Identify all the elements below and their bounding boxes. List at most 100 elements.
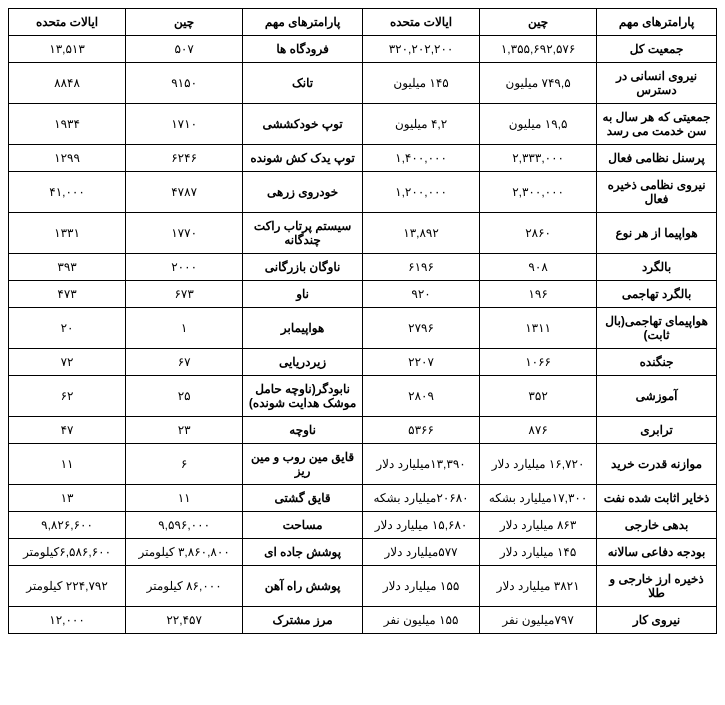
table-row: موازنه قدرت خرید۱۶,۷۲۰ میلیارد دلار۱۳,۳۹… [9,444,717,485]
china-cell: ۹۰۸ [480,254,597,281]
usa-cell: ۱۳,۸۹۲ [363,213,480,254]
china-cell: ۲۲,۴۵۷ [126,607,243,634]
usa-cell: ۴۷۳ [9,281,126,308]
param-cell: جمعیت کل [597,36,717,63]
usa-cell: ۲۲۰۷ [363,349,480,376]
china-cell: ۶۷ [126,349,243,376]
usa-cell: ۱۵۵ میلیارد دلار [363,566,480,607]
header-china-2: چین [126,9,243,36]
usa-cell: ۱۲۹۹ [9,145,126,172]
china-cell: ۵۰۷ [126,36,243,63]
china-cell: ۳۵۲ [480,376,597,417]
table-row: بالگرد۹۰۸۶۱۹۶ناوگان بازرگانی۲۰۰۰۳۹۳ [9,254,717,281]
param-cell: نابودگر(ناوچه حامل موشک هدایت شونده) [243,376,363,417]
china-cell: ۱۱ [126,485,243,512]
usa-cell: ۱۴۵ میلیون [363,63,480,104]
param-cell: بالگرد [597,254,717,281]
param-cell: ناوچه [243,417,363,444]
china-cell: ۲۳ [126,417,243,444]
table-row: ترابری۸۷۶۵۳۶۶ناوچه۲۳۴۷ [9,417,717,444]
usa-cell: ۱۳۳۱ [9,213,126,254]
usa-cell: ۸۸۴۸ [9,63,126,104]
china-cell: ۱۹۶ [480,281,597,308]
param-cell: پوشش جاده ای [243,539,363,566]
usa-cell: ۲۷۹۶ [363,308,480,349]
usa-cell: ۱۳ [9,485,126,512]
param-cell: جنگنده [597,349,717,376]
table-row: بدهی خارجی۸۶۳ میلیارد دلار۱۵,۶۸۰ میلیارد… [9,512,717,539]
table-row: جمعیت کل۱,۳۵۵,۶۹۲,۵۷۶۳۲۰,۲۰۲,۲۰۰فرودگاه … [9,36,717,63]
usa-cell: ۳۹۳ [9,254,126,281]
param-cell: مساحت [243,512,363,539]
china-cell: ۱۹,۵ میلیون [480,104,597,145]
china-cell: ۲,۳۰۰,۰۰۰ [480,172,597,213]
table-row: پرسنل نظامی فعال۲,۳۳۳,۰۰۰۱,۴۰۰,۰۰۰توپ ید… [9,145,717,172]
china-cell: ۶۲۴۶ [126,145,243,172]
header-usa-2: ایالات متحده [9,9,126,36]
china-cell: ۶ [126,444,243,485]
china-cell: ۲۰۰۰ [126,254,243,281]
param-cell: هواپیمابر [243,308,363,349]
table-row: بودجه دفاعی سالانه۱۴۵ میلیارد دلار۵۷۷میل… [9,539,717,566]
param-cell: پرسنل نظامی فعال [597,145,717,172]
param-cell: سیستم پرتاب راکت چندگانه [243,213,363,254]
usa-cell: ۱۲,۰۰۰ [9,607,126,634]
param-cell: ذخایر اثابت شده نفت [597,485,717,512]
usa-cell: ۲۰۶۸۰میلیارد بشکه [363,485,480,512]
china-cell: ۸۶,۰۰۰ کیلومتر [126,566,243,607]
usa-cell: ۴,۲ میلیون [363,104,480,145]
china-cell: ۱۷۱۰ [126,104,243,145]
param-cell: موازنه قدرت خرید [597,444,717,485]
param-cell: توپ یدک کش شونده [243,145,363,172]
china-cell: ۲,۳۳۳,۰۰۰ [480,145,597,172]
param-cell: ناو [243,281,363,308]
param-cell: توپ خودکششی [243,104,363,145]
param-cell: خودروی زرهی [243,172,363,213]
usa-cell: ۱,۴۰۰,۰۰۰ [363,145,480,172]
param-cell: قایق مین روب و مین ریز [243,444,363,485]
param-cell: تانک [243,63,363,104]
usa-cell: ۶۱۹۶ [363,254,480,281]
china-cell: ۸۶۳ میلیارد دلار [480,512,597,539]
param-cell: ترابری [597,417,717,444]
table-row: ذخیره ارز خارجی و طلا۳۸۲۱ میلیارد دلار۱۵… [9,566,717,607]
header-param-1: پارامترهای مهم [597,9,717,36]
header-row: پارامترهای مهم چین ایالات متحده پارامتره… [9,9,717,36]
china-cell: ۱۶,۷۲۰ میلیارد دلار [480,444,597,485]
param-cell: بودجه دفاعی سالانه [597,539,717,566]
china-cell: ۸۷۶ [480,417,597,444]
usa-cell: ۶۲ [9,376,126,417]
comparison-table: پارامترهای مهم چین ایالات متحده پارامتره… [8,8,717,634]
param-cell: نیروی نظامی ذخیره فعال [597,172,717,213]
table-row: جمعیتی که هر سال به سن خدمت می رسد۱۹,۵ م… [9,104,717,145]
china-cell: ۳۸۲۱ میلیارد دلار [480,566,597,607]
usa-cell: ۱۱ [9,444,126,485]
param-cell: هواپیما از هر نوع [597,213,717,254]
usa-cell: ۳۲۰,۲۰۲,۲۰۰ [363,36,480,63]
usa-cell: ۴۷ [9,417,126,444]
table-body: جمعیت کل۱,۳۵۵,۶۹۲,۵۷۶۳۲۰,۲۰۲,۲۰۰فرودگاه … [9,36,717,634]
china-cell: ۱۷,۳۰۰میلیارد بشکه [480,485,597,512]
param-cell: آموزشی [597,376,717,417]
china-cell: ۱۳۱۱ [480,308,597,349]
param-cell: هواپیمای تهاجمی(بال ثابت) [597,308,717,349]
table-row: جنگنده۱۰۶۶۲۲۰۷زیردریایی۶۷۷۲ [9,349,717,376]
china-cell: ۴۷۸۷ [126,172,243,213]
table-row: هواپیما از هر نوع۲۸۶۰۱۳,۸۹۲سیستم پرتاب ر… [9,213,717,254]
usa-cell: ۱۹۳۴ [9,104,126,145]
header-usa-1: ایالات متحده [363,9,480,36]
header-param-2: پارامترهای مهم [243,9,363,36]
param-cell: پوشش راه آهن [243,566,363,607]
param-cell: بالگرد تهاجمی [597,281,717,308]
param-cell: مرز مشترک [243,607,363,634]
param-cell: قایق گشتی [243,485,363,512]
china-cell: ۱۴۵ میلیارد دلار [480,539,597,566]
usa-cell: ۷۲ [9,349,126,376]
param-cell: ذخیره ارز خارجی و طلا [597,566,717,607]
china-cell: ۱ [126,308,243,349]
usa-cell: ۹,۸۲۶,۶۰۰ [9,512,126,539]
china-cell: ۷۴۹,۵ میلیون [480,63,597,104]
usa-cell: ۶,۵۸۶,۶۰۰کیلومتر [9,539,126,566]
usa-cell: ۲۸۰۹ [363,376,480,417]
usa-cell: ۱۳,۳۹۰میلیارد دلار [363,444,480,485]
